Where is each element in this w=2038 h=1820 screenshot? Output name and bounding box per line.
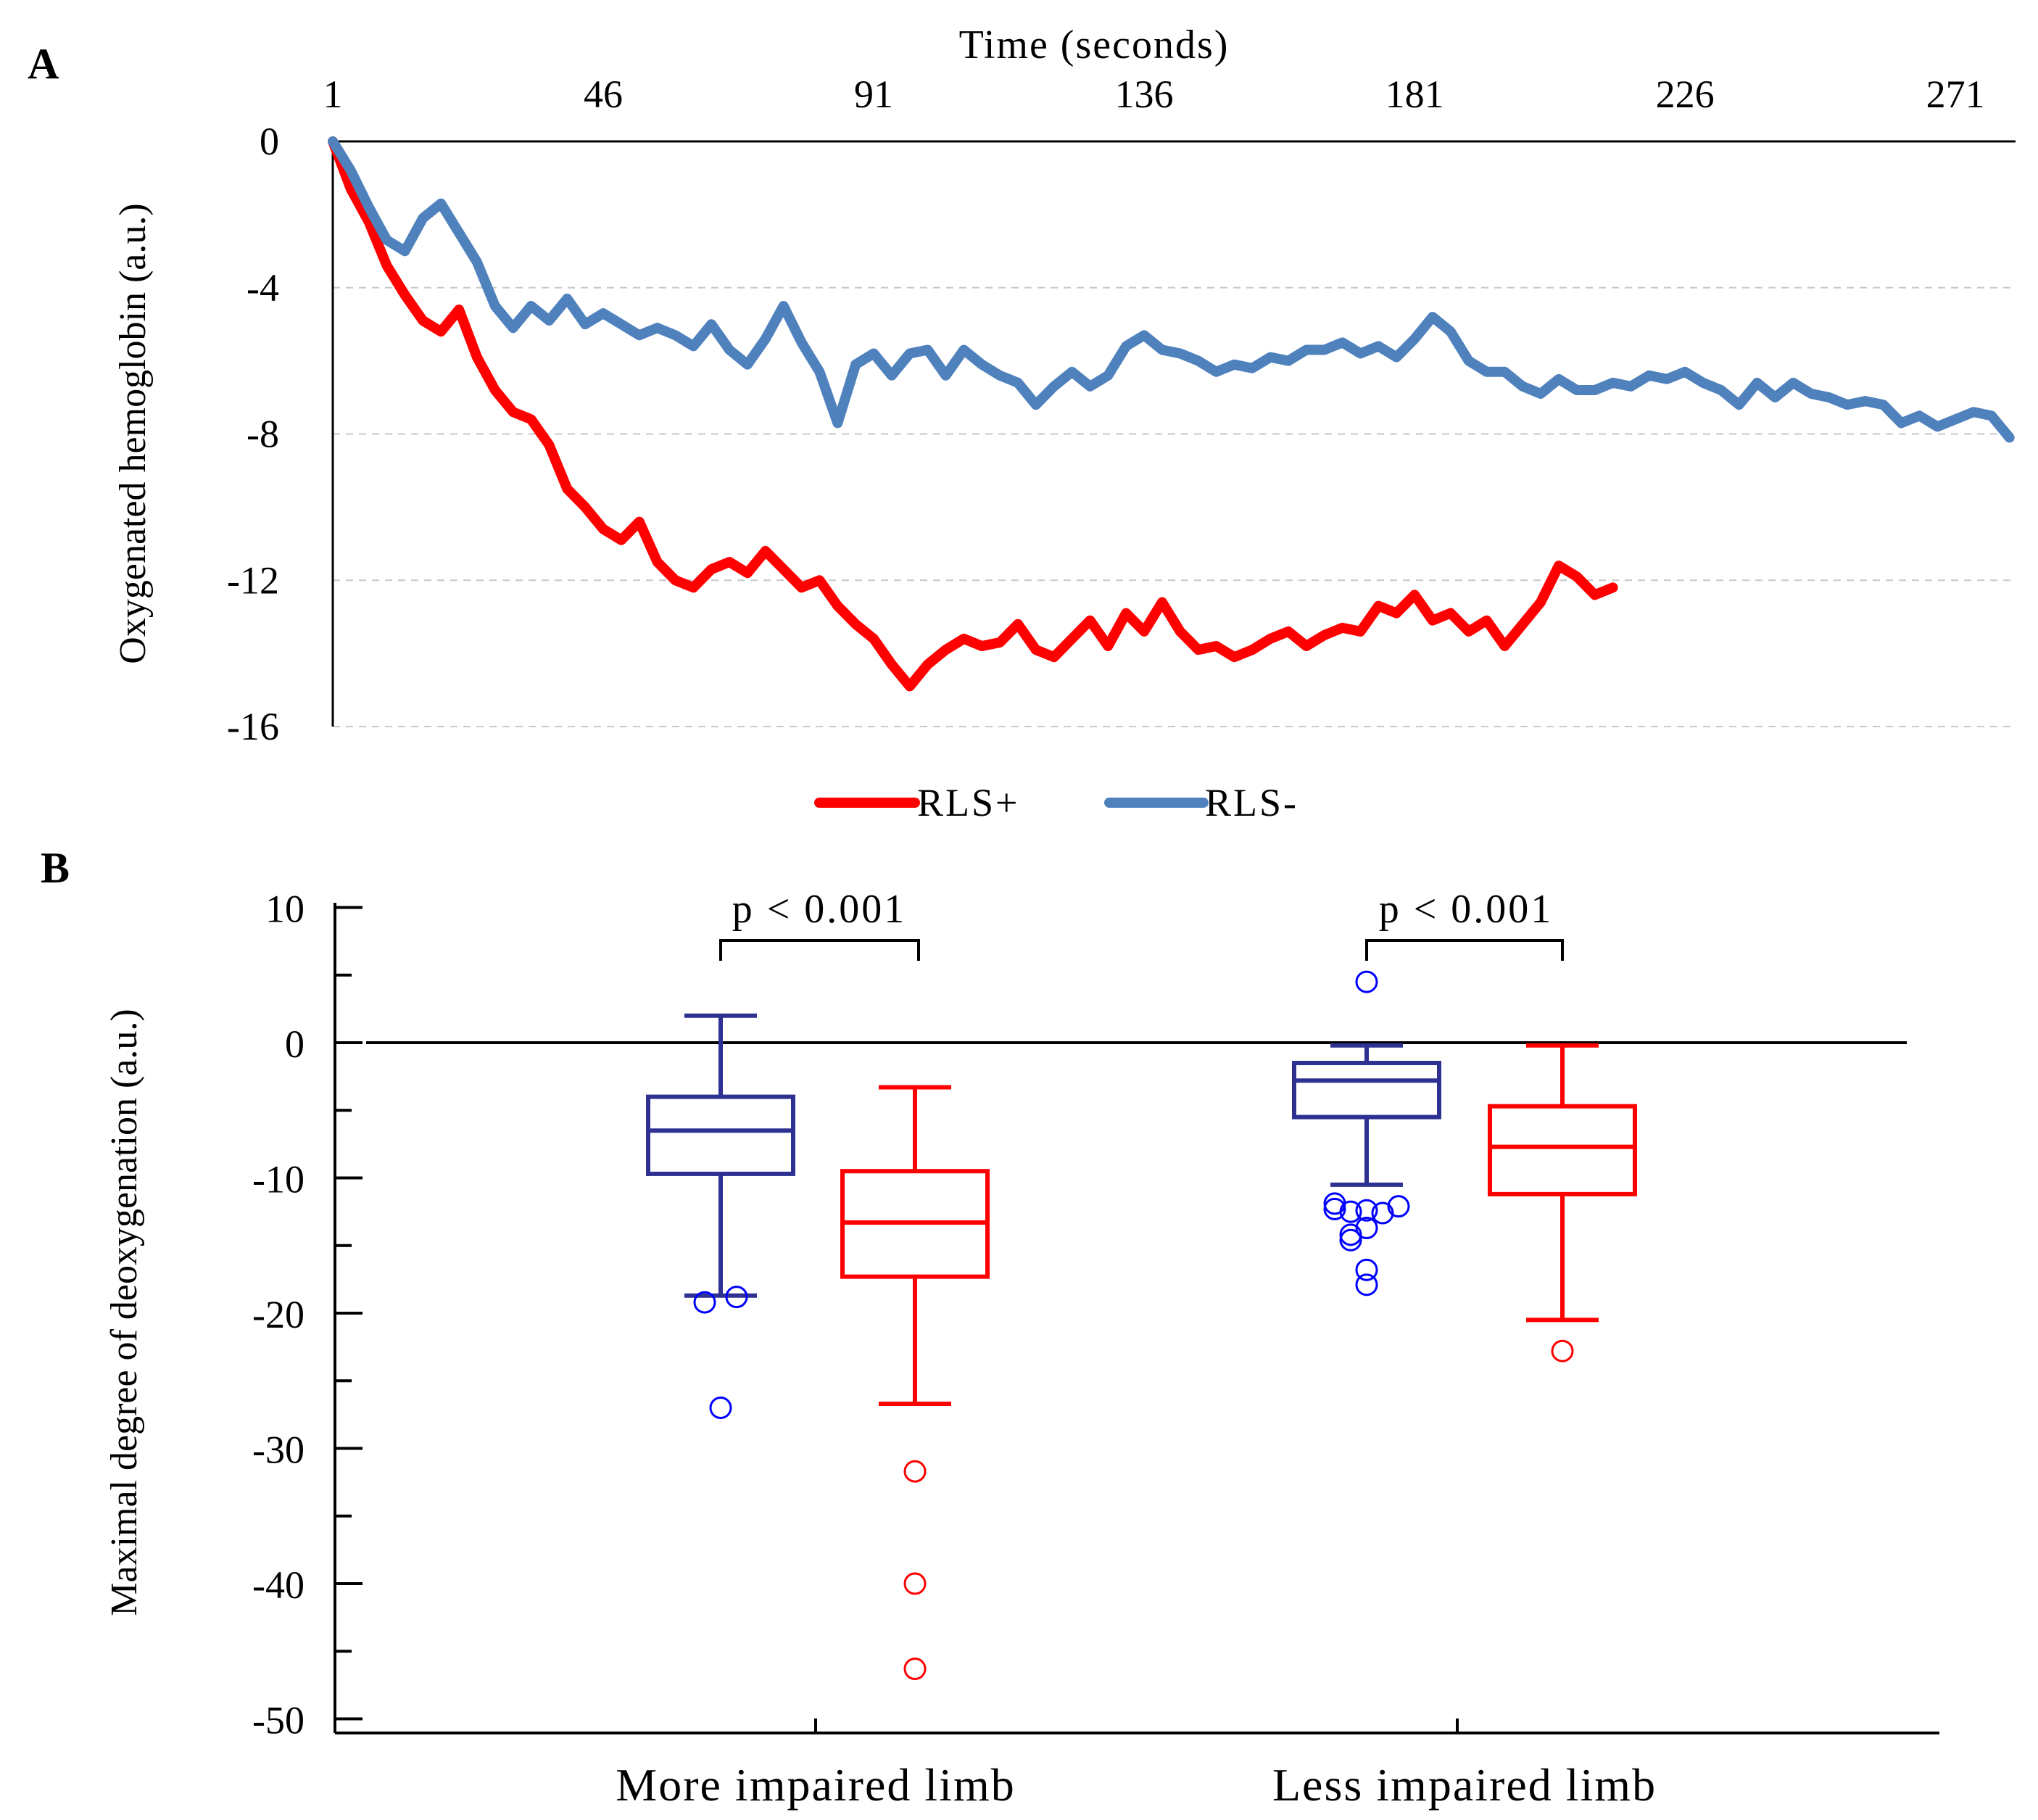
panel-b-y-tick-label: -20 [252,1293,305,1336]
panel-a-y-tick-label: -8 [247,413,279,456]
outlier-point [1355,1199,1378,1222]
outlier-point [903,1572,927,1595]
boxplot-less-impaired-rls-minus [1292,970,1441,1296]
panel-b-y-axis-title: Maximal degree of deoxygenation (a.u.) [104,1009,145,1616]
significance-bracket-more-impaired: p < 0.001 [719,887,920,961]
significance-bracket-less-impaired: p < 0.001 [1365,887,1564,961]
outlier-point [1323,1197,1346,1220]
panel-a-x-tick-label: 46 [584,73,623,116]
outlier-point [1355,970,1378,993]
panel-b-y-tick-label: -40 [252,1563,305,1607]
box-iqr [1488,1104,1637,1196]
panel-a-series [328,136,2015,692]
panel-a-letter: A [28,40,59,88]
panel-a-x-axis-title: Time (seconds) [959,22,1230,67]
panel-b-letter: B [41,844,70,892]
boxplot-more-impaired-rls-plus [840,1085,990,1680]
panel-b-y-tick-label: -10 [252,1158,305,1201]
outlier-point [1371,1201,1394,1225]
panel-a-y-tick-label: 0 [260,120,279,163]
outlier-point [693,1291,716,1314]
panel-a-legend: RLS+ RLS- [814,781,1298,824]
series-line-rls-minus [328,136,2015,443]
panel-b-y-tick-label: -50 [252,1699,305,1742]
panel-a-x-tick-label: 271 [1926,73,1985,116]
outlier-point [1355,1258,1378,1281]
category-label-less-impaired: Less impaired limb [1272,1759,1657,1811]
bracket-line [719,939,920,961]
box-iqr [646,1094,795,1176]
panel-a-x-tick-label: 1 [323,73,343,116]
legend-label-rls-minus: RLS- [1205,781,1298,824]
panel-a-x-tick-labels: 1 46 91 136 181 226 271 [323,73,1985,116]
panel-a-y-tick-labels: 0 -4 -8 -12 -16 [227,120,279,748]
outlier-point [709,1397,732,1420]
panel-b-y-tick-label: 0 [285,1022,305,1066]
outlier-point [903,1657,927,1680]
outlier-point [725,1286,748,1309]
panel-b-y-ticks: 10 0 -10 -20 -30 -40 -50 [252,888,363,1742]
p-value-label: p < 0.001 [732,887,907,932]
panel-a-x-tick-label: 91 [854,73,893,116]
series-line-rls-plus [328,136,1618,692]
panel-a-y-tick-label: -16 [227,705,279,748]
outlier-point [1355,1273,1378,1296]
panel-a-y-tick-label: -4 [247,266,279,310]
p-value-label: p < 0.001 [1379,887,1554,932]
panel-b-boxplots [646,970,1637,1680]
bracket-line [1365,939,1564,961]
outlier-point [1387,1195,1410,1218]
category-label-more-impaired: More impaired limb [616,1759,1015,1811]
panel-a-x-tick-label: 181 [1385,73,1444,116]
panel-b-y-tick-label: -30 [252,1428,305,1472]
boxplot-less-impaired-rls-plus [1488,1043,1637,1362]
outlier-point [1323,1192,1346,1215]
outlier-point [1339,1228,1362,1252]
outlier-point [1355,1217,1378,1240]
panel-a-y-axis-title: Oxygenated hemoglobin (a.u.) [112,203,154,663]
panel-a-x-tick-label: 226 [1656,73,1715,116]
panel-b-y-tick-label: 10 [265,888,305,931]
boxplot-more-impaired-rls-minus [646,1013,795,1420]
outlier-point [903,1460,927,1483]
panel-a-y-tick-label: -12 [227,558,279,602]
outlier-point [1339,1223,1362,1246]
outlier-point [1551,1339,1574,1362]
box-iqr [1292,1060,1441,1120]
panel-a-x-tick-label: 136 [1115,73,1174,116]
panel-a-gridlines [333,286,2016,727]
legend-label-rls-plus: RLS+ [917,781,1020,824]
